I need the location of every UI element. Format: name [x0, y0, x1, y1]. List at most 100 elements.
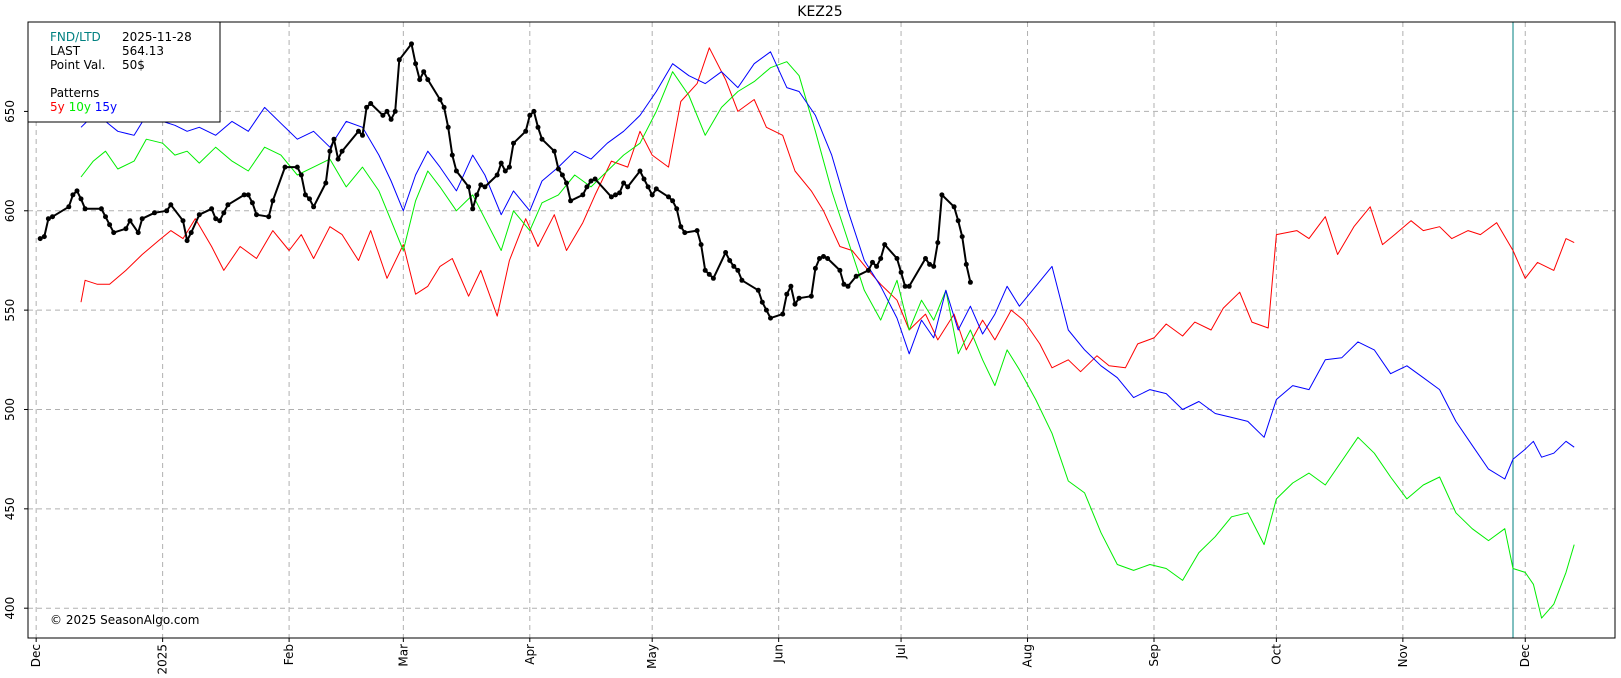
point-kez25 — [613, 192, 618, 198]
series-line-10y — [80, 61, 1575, 619]
point-kez25 — [221, 210, 227, 216]
point-kez25 — [821, 254, 826, 259]
point-kez25 — [180, 218, 186, 224]
y-tick-label: 500 — [3, 398, 17, 421]
legend-10y: 10y — [69, 100, 91, 114]
point-kez25 — [727, 258, 733, 263]
legend-15y: 15y — [95, 100, 117, 114]
point-kez25 — [653, 186, 659, 192]
point-kez25 — [41, 234, 47, 240]
point-kez25 — [923, 256, 928, 261]
point-kez25 — [870, 259, 875, 265]
point-kez25 — [396, 57, 402, 63]
point-kez25 — [453, 168, 459, 174]
point-kez25 — [37, 236, 43, 242]
point-kez25 — [898, 269, 904, 275]
point-kez25 — [270, 198, 276, 204]
point-kez25 — [323, 180, 329, 186]
point-kez25 — [927, 261, 933, 267]
point-kez25 — [478, 182, 484, 188]
point-kez25 — [902, 283, 908, 289]
series-line-15y — [80, 51, 1575, 480]
point-kez25 — [523, 128, 529, 134]
fnd-value: 2025-11-28 — [122, 30, 192, 44]
point-kez25 — [963, 261, 969, 267]
point-kez25 — [45, 216, 51, 222]
series-line-5y — [80, 47, 1575, 373]
x-tick-label: Nov — [1396, 644, 1410, 667]
patterns-label: Patterns — [50, 86, 99, 100]
point-kez25 — [666, 194, 671, 200]
point-kez25 — [311, 204, 317, 210]
x-tick-label: Feb — [282, 644, 296, 665]
point-kez25 — [531, 108, 537, 114]
point-kez25 — [282, 164, 288, 170]
point-kez25 — [588, 178, 594, 184]
point-kez25 — [551, 148, 557, 154]
x-tick-label: Jul — [894, 644, 908, 659]
point-kez25 — [608, 194, 614, 200]
point-kez25 — [955, 218, 961, 224]
point-kez25 — [209, 206, 215, 212]
y-axis: 400 450 500 550 600 650 — [3, 100, 28, 620]
point-kez25 — [845, 283, 851, 289]
grid-lines — [28, 22, 1615, 638]
point-kez25 — [535, 124, 541, 130]
point-kez25 — [168, 202, 174, 208]
x-axis: Dec 2025 Feb Mar Apr May Jun Jul Aug Sep Oct Nov Dec — [29, 638, 1532, 675]
point-kez25 — [568, 198, 574, 204]
patterns-legend: 5y 10y 15y — [50, 100, 117, 114]
point-kez25 — [50, 214, 55, 220]
point-kez25 — [894, 256, 900, 261]
y-tick-label: 550 — [3, 299, 17, 322]
point-kez25 — [906, 283, 912, 289]
point-kez25 — [682, 230, 688, 236]
point-kez25 — [139, 216, 145, 222]
point-kez25 — [808, 293, 814, 299]
point-kez25 — [865, 267, 871, 273]
point-kez25 — [882, 242, 888, 248]
point-kez25 — [527, 112, 533, 118]
point-kez25 — [384, 108, 390, 114]
pointval-label: Point Val. — [50, 58, 105, 72]
point-kez25 — [294, 164, 300, 170]
point-kez25 — [70, 192, 76, 198]
point-kez25 — [768, 315, 773, 321]
point-kez25 — [241, 192, 247, 198]
point-kez25 — [82, 206, 88, 212]
point-kez25 — [413, 61, 419, 67]
point-kez25 — [437, 97, 443, 102]
point-kez25 — [935, 240, 941, 246]
point-kez25 — [470, 206, 476, 212]
point-kez25 — [792, 301, 798, 307]
point-kez25 — [506, 164, 512, 170]
point-kez25 — [111, 230, 117, 236]
point-kez25 — [678, 224, 684, 230]
point-kez25 — [196, 212, 202, 218]
point-kez25 — [249, 200, 255, 206]
point-kez25 — [502, 168, 508, 174]
pointval-value: 50$ — [122, 58, 145, 72]
point-kez25 — [152, 210, 157, 216]
point-kez25 — [392, 108, 398, 114]
point-kez25 — [580, 192, 586, 198]
point-kez25 — [449, 152, 455, 158]
x-tick-label: Dec — [29, 644, 43, 667]
point-kez25 — [364, 104, 370, 110]
point-kez25 — [780, 311, 786, 317]
point-kez25 — [339, 148, 345, 154]
point-kez25 — [784, 291, 790, 297]
point-kez25 — [735, 267, 741, 273]
copyright-notice: © 2025 SeasonAlgo.com — [50, 613, 199, 627]
point-kez25 — [710, 275, 716, 281]
point-kez25 — [621, 180, 627, 186]
point-kez25 — [331, 136, 337, 142]
y-tick-label: 450 — [3, 497, 17, 520]
point-kez25 — [763, 307, 769, 313]
point-kez25 — [254, 212, 259, 218]
x-tick-label: May — [645, 644, 659, 669]
fnd-label: FND/LTD — [50, 30, 101, 44]
point-kez25 — [494, 172, 500, 178]
point-kez25 — [266, 214, 272, 220]
y-tick-label: 400 — [3, 597, 17, 620]
